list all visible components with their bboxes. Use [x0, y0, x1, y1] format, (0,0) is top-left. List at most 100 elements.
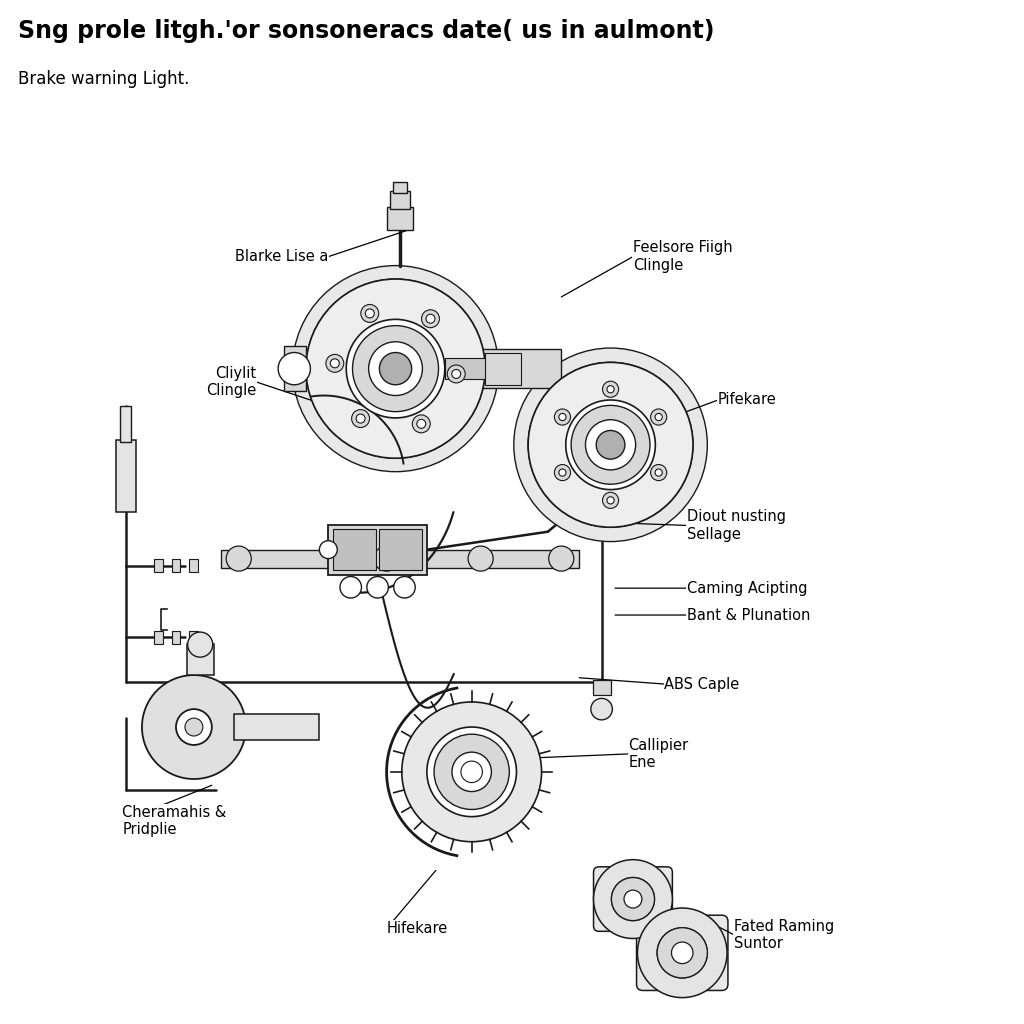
Circle shape [187, 632, 213, 657]
Circle shape [447, 365, 465, 383]
Circle shape [650, 409, 667, 425]
Text: Fated Raming
Suntor: Fated Raming Suntor [734, 919, 835, 951]
Bar [234, 715, 319, 739]
Circle shape [367, 577, 388, 598]
Circle shape [346, 319, 444, 418]
Circle shape [176, 709, 212, 745]
Circle shape [452, 370, 461, 379]
Circle shape [655, 414, 663, 421]
Text: Cliylit
Clingle: Cliylit Clingle [207, 366, 257, 398]
Circle shape [306, 279, 485, 459]
Circle shape [657, 928, 708, 978]
Circle shape [607, 497, 614, 504]
Circle shape [559, 414, 566, 421]
Bar [221, 550, 580, 567]
Text: Hifekare: Hifekare [387, 922, 447, 936]
Circle shape [417, 420, 426, 428]
Bar [154, 631, 163, 644]
Circle shape [549, 546, 573, 571]
FancyBboxPatch shape [594, 866, 673, 932]
Bar [189, 559, 199, 572]
Text: Pifekare: Pifekare [718, 392, 777, 408]
Circle shape [602, 493, 618, 509]
Circle shape [426, 314, 435, 324]
Circle shape [374, 546, 399, 571]
Bar [329, 524, 427, 574]
Bar [189, 631, 199, 644]
Bar [390, 191, 410, 209]
Circle shape [360, 304, 379, 323]
Circle shape [413, 415, 430, 433]
Circle shape [326, 354, 344, 373]
Bar [284, 346, 306, 391]
Circle shape [672, 942, 693, 964]
Circle shape [611, 878, 654, 921]
Text: Caming Acipting: Caming Acipting [687, 581, 807, 596]
Circle shape [356, 414, 365, 423]
Circle shape [379, 352, 412, 385]
Bar [116, 440, 135, 512]
Circle shape [607, 386, 614, 393]
Circle shape [594, 860, 673, 938]
FancyBboxPatch shape [637, 915, 728, 990]
Circle shape [351, 410, 370, 427]
Circle shape [427, 727, 516, 817]
Circle shape [624, 890, 642, 908]
Circle shape [452, 752, 492, 792]
Bar [171, 631, 180, 644]
Bar [387, 207, 414, 229]
Circle shape [293, 265, 499, 472]
Circle shape [591, 698, 612, 720]
Circle shape [306, 279, 485, 459]
Text: Callipier
Ene: Callipier Ene [629, 737, 688, 770]
Bar [186, 644, 214, 675]
Bar [121, 407, 131, 442]
Circle shape [655, 469, 663, 476]
Text: ABS Caple: ABS Caple [665, 677, 739, 691]
Text: Blarke Lise a: Blarke Lise a [234, 249, 329, 264]
Bar [593, 680, 610, 694]
Circle shape [637, 908, 727, 997]
Bar [171, 559, 180, 572]
Text: Feelsore Fiigh
Clingle: Feelsore Fiigh Clingle [633, 241, 732, 272]
Circle shape [611, 878, 654, 921]
Circle shape [602, 381, 618, 397]
Circle shape [340, 577, 361, 598]
Bar [485, 352, 521, 385]
Circle shape [571, 406, 650, 484]
Circle shape [422, 310, 439, 328]
Bar [379, 529, 422, 570]
Text: Diout nusting
Sellage: Diout nusting Sellage [687, 509, 785, 542]
Circle shape [331, 358, 339, 368]
Text: Brake warning Light.: Brake warning Light. [18, 70, 189, 88]
Bar [154, 559, 163, 572]
Circle shape [657, 928, 708, 978]
Circle shape [393, 577, 416, 598]
Circle shape [279, 352, 310, 385]
Circle shape [401, 702, 542, 842]
Circle shape [369, 342, 423, 395]
Circle shape [468, 546, 494, 571]
Bar [393, 182, 408, 194]
Circle shape [434, 734, 509, 809]
Circle shape [319, 541, 337, 558]
Circle shape [650, 465, 667, 480]
Circle shape [528, 362, 693, 527]
Text: Cheramahis &
Pridplie: Cheramahis & Pridplie [122, 805, 226, 838]
Text: Bant & Plunation: Bant & Plunation [687, 607, 810, 623]
Circle shape [352, 326, 438, 412]
Circle shape [461, 761, 482, 782]
Circle shape [559, 469, 566, 476]
Bar [333, 529, 376, 570]
Text: Sng prole litgh.'or sonsoneracs date( us in aulmont): Sng prole litgh.'or sonsoneracs date( us… [18, 19, 715, 43]
Circle shape [366, 309, 374, 317]
Bar [423, 349, 561, 388]
Circle shape [554, 409, 570, 425]
Bar [444, 358, 499, 380]
Circle shape [514, 348, 708, 542]
Circle shape [586, 420, 636, 470]
Circle shape [142, 675, 246, 779]
Circle shape [565, 400, 655, 489]
Circle shape [596, 430, 625, 459]
Circle shape [226, 546, 251, 571]
